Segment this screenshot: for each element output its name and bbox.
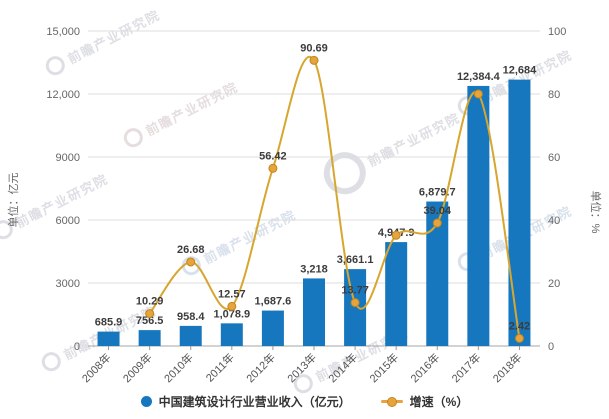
bar-value-label: 6,879.7 [419,187,456,199]
legend-label-revenue: 中国建筑设计行业营业收入（亿元） [158,395,351,409]
left-axis-tick-label: 9000 [56,152,80,164]
left-axis-tick-label: 0 [74,341,80,353]
bar-2015年 [385,242,408,346]
line-marker [309,55,319,65]
x-axis-label: 2018年 [490,350,525,385]
bar-2008年 [97,331,120,346]
line-marker [186,257,196,267]
bar-2011年 [220,323,243,346]
left-axis-tick-label: 6000 [56,215,80,227]
right-axis-title: 单位：% [589,190,601,234]
right-axis-tick-label: 40 [548,215,560,227]
right-axis-tick-label: 0 [548,341,554,353]
legend-item-revenue[interactable]: 中国建筑设计行业营业收入（亿元） [140,393,351,410]
line-marker [268,163,278,173]
x-axis-label: 2013年 [284,350,319,385]
line-marker [473,89,483,99]
x-axis-label: 2016年 [407,350,442,385]
line-marker [145,309,155,319]
bar-value-label: 756.5 [136,315,164,327]
line-value-label: 26.68 [177,244,205,256]
right-axis-tick-label: 60 [548,152,560,164]
line-marker [350,298,360,308]
bar-value-label: 12,384.4 [457,71,501,83]
bar-value-label: 12,684 [503,65,538,77]
left-axis-tick-label: 3000 [56,278,80,290]
legend: 中国建筑设计行业营业收入（亿元） 增速（%） [0,393,609,410]
line-value-label: 2.42 [509,320,530,332]
line-marker [391,230,401,240]
line-value-label: 56.42 [259,150,287,162]
bar-2017年 [467,85,490,346]
line-marker [432,218,442,228]
bar-2012年 [261,310,284,346]
bar-value-label: 1,078.9 [213,308,250,320]
bar-value-label: 958.4 [177,311,205,323]
x-axis-label: 2011年 [203,350,237,384]
bar-2016年 [426,201,449,346]
x-axis-label: 2009年 [120,350,155,385]
bar-value-label: 685.9 [95,317,123,329]
growth-line [148,56,521,339]
legend-item-growth[interactable]: 增速（%） [380,393,469,410]
bar-2009年 [138,330,161,346]
x-axis-label: 2017年 [448,350,483,385]
line-value-label: 39.04 [424,205,452,217]
line-marker [514,333,524,343]
line-value-label: 90.69 [300,42,328,54]
left-axis-title: 单位：亿元 [8,172,20,228]
bar-value-label: 1,687.6 [255,296,292,308]
x-axis-label: 2008年 [79,350,114,385]
bar-value-label: 3,218 [300,263,328,275]
line-value-label: 13.77 [341,285,369,297]
bar-2018年 [508,79,531,347]
x-axis-label: 2015年 [366,350,401,385]
right-axis-tick-label: 20 [548,278,560,290]
bar-2013年 [303,278,325,346]
line-value-label: 10.29 [136,296,164,308]
bar-series-legend-icon [140,396,152,407]
left-axis-tick-label: 15,000 [46,26,80,38]
line-series-legend-icon [380,396,403,407]
right-axis-tick-label: 80 [548,89,560,101]
line-marker [227,301,237,311]
x-axis-label: 2012年 [243,350,278,385]
right-axis-tick-label: 100 [548,26,566,38]
bar-2010年 [179,325,202,346]
x-axis-label: 2014年 [325,350,360,385]
left-axis-tick-label: 12,000 [46,89,80,101]
bar-value-label: 3,661.1 [337,254,374,266]
x-axis-label: 2010年 [161,350,196,385]
legend-label-growth: 增速（%） [409,395,469,409]
bar-2014年 [344,269,367,346]
line-value-label: 12.57 [218,288,246,300]
